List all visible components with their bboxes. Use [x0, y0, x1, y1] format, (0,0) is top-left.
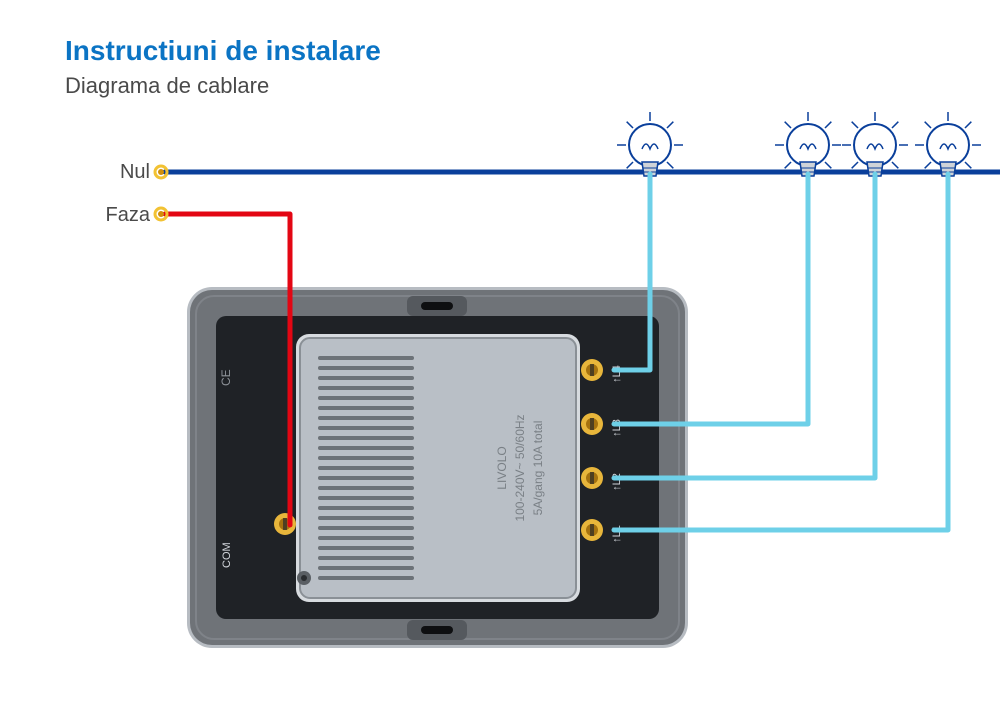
svg-text:CE: CE — [219, 369, 233, 386]
svg-text:LIVOLO: LIVOLO — [495, 446, 509, 489]
wiring-diagram: LIVOLO 100-240V~ 50/60Hz 5A/gang 10A total… — [0, 0, 1000, 727]
svg-text:COM: COM — [221, 542, 233, 568]
svg-text:5A/gang 10A total: 5A/gang 10A total — [531, 421, 545, 516]
svg-text:100-240V~ 50/60Hz: 100-240V~ 50/60Hz — [513, 414, 527, 521]
